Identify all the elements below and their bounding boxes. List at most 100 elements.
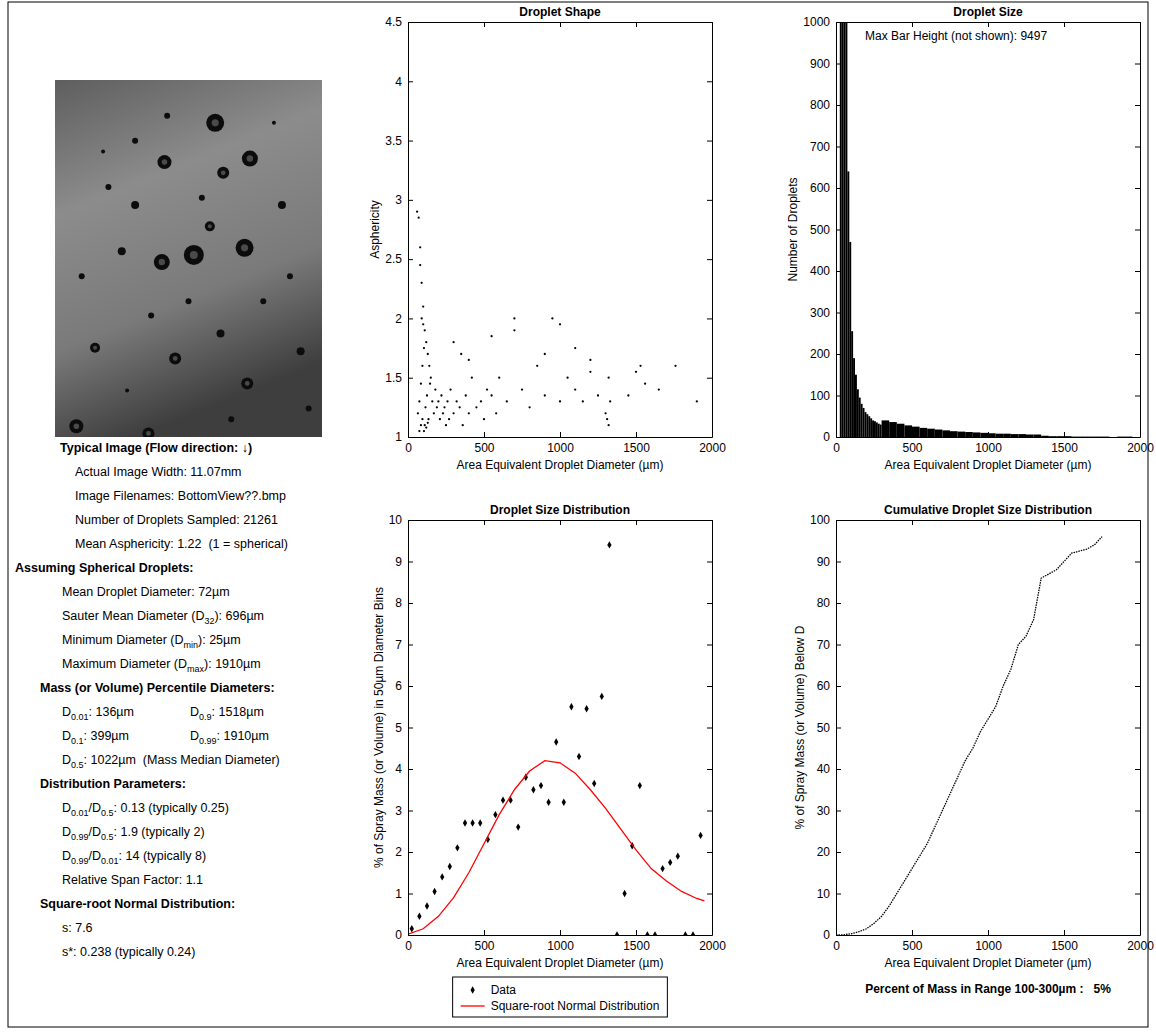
tick: 1000	[803, 15, 841, 29]
x-axis-title: Area Equivalent Droplet Diameter (µm)	[885, 956, 1092, 970]
point	[546, 798, 550, 805]
tick-mark	[1135, 935, 1140, 936]
point	[544, 353, 546, 355]
stat-line: Actual Image Width: 11.07mm	[75, 465, 242, 479]
tick: 9	[395, 555, 413, 569]
axis-line	[1140, 521, 1141, 936]
point	[495, 412, 497, 414]
axis-line	[408, 23, 409, 438]
subscript: min	[184, 640, 199, 650]
tick-label: 30	[817, 804, 831, 818]
tick-mark	[1135, 64, 1140, 65]
stat-line: D0.5: 1022µm (Mass Median Diameter)	[62, 753, 280, 770]
tick: 70	[817, 638, 841, 652]
photo-droplet	[125, 389, 129, 393]
bar	[853, 358, 855, 437]
bar	[866, 414, 868, 437]
tick-label: 4	[395, 762, 402, 776]
tick: 400	[810, 264, 841, 278]
photo-droplet-core	[208, 224, 212, 228]
line	[408, 761, 704, 934]
chart-panel: 0500100015002000010020030040050060070080…	[786, 0, 1154, 472]
stat-text: Maximum Diameter (D	[62, 657, 187, 671]
chart-title: Droplet Size Distribution	[490, 503, 630, 517]
tick-label: 0	[405, 939, 412, 953]
tick-mark	[912, 520, 913, 525]
x-axis: 0500100015002000	[405, 930, 726, 953]
tick-label: 1	[395, 887, 402, 901]
point	[456, 400, 458, 402]
bar	[965, 432, 973, 437]
point	[544, 394, 546, 396]
point	[427, 418, 429, 420]
bar	[863, 408, 865, 437]
stat-text: D	[62, 705, 71, 719]
bar	[868, 416, 870, 437]
subscript: 0.01	[71, 808, 89, 818]
point	[424, 406, 426, 408]
photo-droplet	[105, 184, 111, 190]
tick-mark	[560, 22, 561, 27]
tick-label: 4	[395, 75, 402, 89]
stat-line: Maximum Diameter (Dmax): 1910µm	[62, 657, 261, 674]
stat-line: s: 7.6	[62, 921, 93, 935]
y-axis: 01002003004005006007008009001000	[803, 15, 841, 444]
bar	[876, 422, 878, 437]
tick-mark	[1135, 396, 1140, 397]
axis-line	[837, 437, 1141, 438]
tick	[484, 520, 485, 525]
tick-mark	[988, 22, 989, 27]
subscript: 0.01	[101, 856, 119, 866]
x-axis-title: Area Equivalent Droplet Diameter (µm)	[457, 458, 664, 472]
tick-label: 500	[902, 939, 922, 953]
point	[486, 388, 488, 390]
tick-label: 3	[395, 193, 402, 207]
y-axis-title: Asphericity	[368, 200, 382, 259]
tick-label: 700	[810, 140, 830, 154]
point	[426, 394, 428, 396]
tick: 4	[395, 762, 413, 776]
legend-label: Data	[491, 983, 517, 997]
chart-panel: 050010001500200011.522.533.544.5Droplet …	[368, 5, 726, 472]
tick-mark	[836, 396, 841, 397]
stat-text: ): 696µm	[214, 609, 264, 623]
section-heading: Typical Image (Flow direction: ↓)	[60, 441, 252, 455]
tick-mark	[408, 935, 413, 936]
point	[419, 264, 421, 266]
tick	[1135, 520, 1140, 521]
bar	[1079, 436, 1087, 437]
tick-mark	[707, 645, 712, 646]
bar	[857, 389, 859, 437]
tick-label: 0	[823, 430, 830, 444]
tick-mark	[408, 728, 413, 729]
stat-line: Minimum Diameter (Dmin): 25µm	[62, 633, 241, 650]
photo-droplet-core	[190, 251, 198, 259]
photo-droplet	[184, 245, 204, 265]
tick-label: 60	[817, 679, 831, 693]
bar	[950, 431, 958, 437]
tick-mark	[560, 930, 561, 935]
tick-mark	[836, 562, 841, 563]
photo-droplet	[157, 155, 171, 169]
point	[608, 377, 610, 379]
point	[516, 823, 520, 830]
tick-label: 1	[395, 430, 402, 444]
tick: 1000	[975, 432, 1002, 455]
point	[420, 424, 422, 426]
tick-mark	[1135, 230, 1140, 231]
stat-text: : 1518µm	[212, 705, 264, 719]
point	[589, 359, 591, 361]
point	[420, 383, 422, 385]
tick-mark	[836, 811, 841, 812]
bar	[897, 424, 905, 437]
tick-mark	[836, 728, 841, 729]
point	[604, 412, 606, 414]
tick-label: 100	[810, 513, 830, 527]
bar	[1026, 435, 1034, 437]
point	[448, 863, 452, 870]
point	[574, 388, 576, 390]
tick	[560, 520, 561, 525]
photo-droplet	[90, 343, 100, 353]
stat-text: Minimum Diameter (D	[62, 633, 184, 647]
subscript: 0.1	[71, 736, 84, 746]
